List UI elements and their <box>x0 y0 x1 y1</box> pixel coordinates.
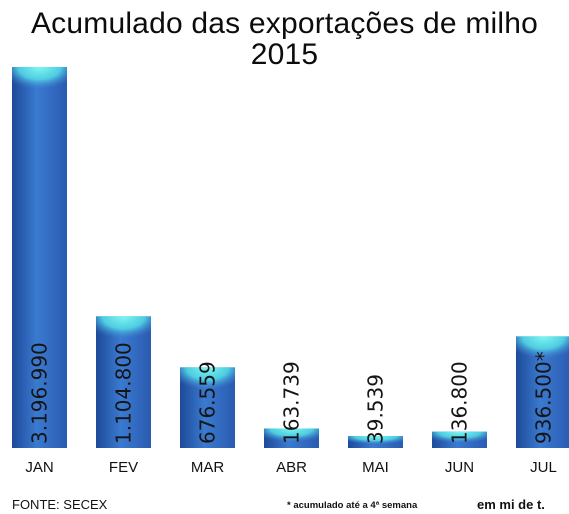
category-label-jul: JUL <box>530 459 557 476</box>
bar-highlight-mai <box>348 436 403 448</box>
footnote: * acumulado até a 4ª semana <box>287 500 418 511</box>
category-label-fev: FEV <box>109 459 138 476</box>
category-label-jan: JAN <box>25 459 53 476</box>
category-label-mai: MAI <box>362 459 389 476</box>
value-label-jan: 3.196.990 <box>28 342 52 444</box>
category-label-abr: ABR <box>276 459 307 476</box>
bar-highlight-mar <box>180 367 235 400</box>
value-label-mai: 39.539 <box>364 374 388 444</box>
value-label-jun: 136.800 <box>448 361 472 444</box>
category-label-jun: JUN <box>445 459 474 476</box>
source-note: FONTE: SECEX <box>12 497 108 512</box>
bars-group: 3.196.990 JAN 1.104.800 FEV 676.559 MAR 163.73… <box>12 67 569 476</box>
bar-highlight-fev <box>96 316 151 349</box>
value-label-abr: 163.739 <box>280 361 304 444</box>
chart-title-main: Acumulado das exportações de milho <box>30 7 539 40</box>
category-label-mar: MAR <box>191 459 225 476</box>
bar-highlight-jul <box>516 336 569 369</box>
unit-label: em mi de t. <box>477 497 545 512</box>
value-label-fev: 1.104.800 <box>112 342 136 444</box>
bar-jan <box>12 67 67 448</box>
value-label-jul: 936.500* <box>532 351 556 444</box>
bar-highlight-jun <box>432 431 487 448</box>
bar-highlight-abr <box>264 428 319 448</box>
chart-title: Acumulado das exportações de milho 2015 <box>0 8 569 70</box>
value-label-mar: 676.559 <box>196 361 220 444</box>
chart-subtitle: 2015 <box>250 38 319 71</box>
bar-highlight-jan <box>12 67 67 99</box>
